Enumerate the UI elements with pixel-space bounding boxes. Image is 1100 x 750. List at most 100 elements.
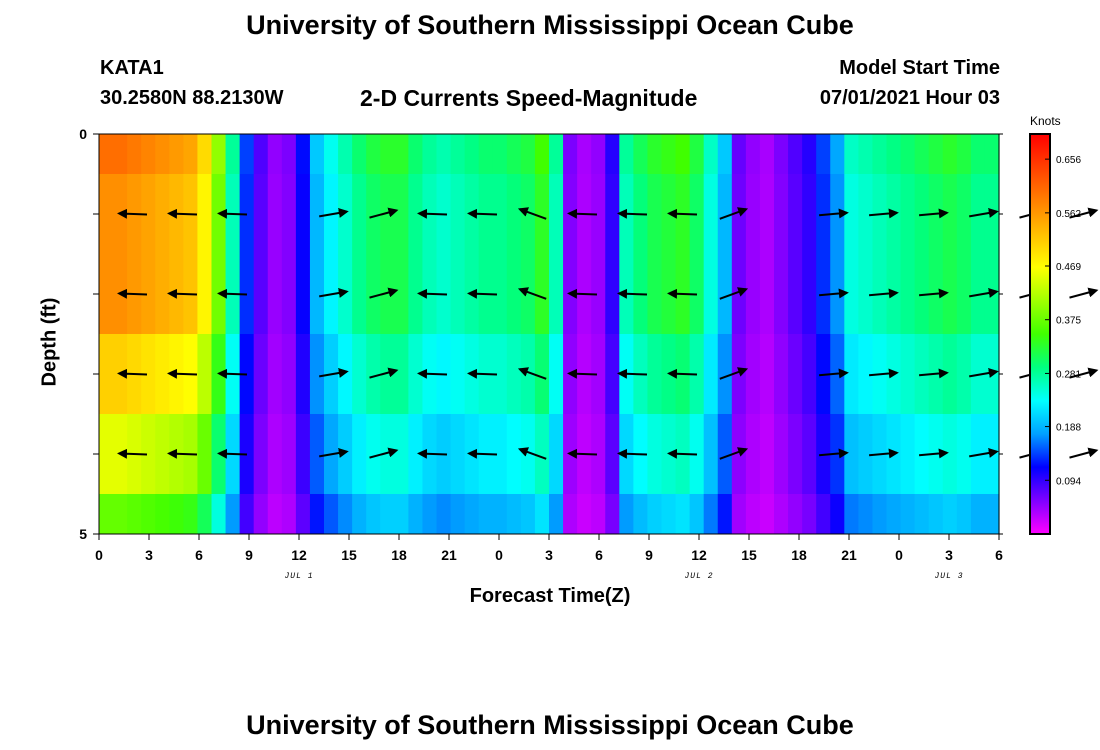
heat-cell <box>745 134 761 174</box>
heat-cell <box>155 254 170 334</box>
heat-cell <box>267 494 283 534</box>
heat-cell <box>394 334 409 414</box>
heat-cell <box>422 494 438 534</box>
heat-cell <box>225 134 241 174</box>
heat-cell <box>253 174 269 254</box>
heat-cell <box>928 134 944 174</box>
heat-cell <box>506 414 522 494</box>
heat-cell <box>394 134 409 174</box>
heat-cell <box>197 134 213 174</box>
colorbar: 0.656 0.562 0.469 0.375 0.281 0.188 0.094 <box>1029 133 1081 535</box>
heat-cell <box>858 134 874 174</box>
heat-cell <box>408 134 424 174</box>
heat-cell <box>549 414 564 494</box>
heat-cell <box>844 334 859 414</box>
current-vector <box>467 368 498 379</box>
heat-cell <box>141 134 156 174</box>
station-coordinates: 30.2580N 88.2130W <box>100 87 284 109</box>
heat-cell <box>745 174 761 254</box>
heat-cell <box>703 174 719 254</box>
heat-cell <box>900 334 916 414</box>
heat-cell <box>858 334 874 414</box>
heat-cell <box>267 174 283 254</box>
heat-cell <box>492 254 508 334</box>
current-vector <box>369 447 399 459</box>
heat-cell <box>802 334 817 414</box>
heat-cell <box>759 134 775 174</box>
heat-cell <box>844 414 859 494</box>
current-vector <box>919 368 949 379</box>
heat-cell <box>99 174 114 254</box>
x-tick-label: 9 <box>245 547 253 563</box>
heat-cell <box>352 494 367 534</box>
heat-cell <box>633 494 649 534</box>
heat-cell <box>309 254 325 334</box>
current-vector <box>1069 207 1099 219</box>
heat-cell <box>352 334 367 414</box>
heat-cell <box>309 134 325 174</box>
heat-cell <box>647 134 663 174</box>
model-start-value: 07/01/2021 Hour 03 <box>819 87 1000 109</box>
heat-cell <box>295 414 311 494</box>
heat-cell <box>731 134 747 174</box>
heat-cell <box>338 134 353 174</box>
heat-cell <box>141 254 156 334</box>
current-vector <box>919 288 949 299</box>
heat-cell <box>605 414 620 494</box>
current-vector <box>969 448 999 458</box>
heat-cell <box>703 254 719 334</box>
current-vector <box>869 288 899 299</box>
y-tick-label: 0 <box>79 126 87 142</box>
current-vector <box>369 287 399 299</box>
current-vector <box>117 208 148 219</box>
current-vector <box>1069 447 1099 459</box>
heat-cell <box>366 334 381 414</box>
current-vector <box>319 368 349 378</box>
heat-cell <box>408 254 424 334</box>
colorbar-tick-label: 0.656 <box>1056 155 1081 166</box>
heat-cell <box>745 494 761 534</box>
current-vector <box>667 288 698 299</box>
heat-cell <box>717 174 733 254</box>
heat-cell <box>942 494 958 534</box>
heat-cell <box>759 254 775 334</box>
heat-cell <box>366 414 381 494</box>
heat-cell <box>984 494 1000 534</box>
heat-cell <box>324 134 339 174</box>
heat-cell <box>759 174 775 254</box>
heat-cell <box>506 254 522 334</box>
heat-cell <box>380 134 395 174</box>
heat-cell <box>141 174 156 254</box>
current-vector <box>969 208 999 218</box>
current-vector <box>819 288 849 299</box>
x-tick-label: 0 <box>95 547 103 563</box>
heat-cell <box>394 254 409 334</box>
heat-cell <box>183 494 199 534</box>
heat-cell <box>956 174 972 254</box>
heat-cell <box>577 134 592 174</box>
current-vector <box>567 288 598 299</box>
heat-cell <box>309 494 325 534</box>
heat-cell <box>844 134 859 174</box>
current-vector <box>217 208 248 219</box>
heat-cell <box>774 134 789 174</box>
heat-cell <box>647 414 663 494</box>
current-vector <box>417 448 448 459</box>
heat-cell <box>99 254 114 334</box>
current-vector <box>819 368 849 379</box>
current-vector <box>819 448 849 459</box>
heat-cell <box>788 414 803 494</box>
heat-cell <box>253 254 269 334</box>
current-vector <box>167 368 198 379</box>
current-vector <box>567 208 598 219</box>
heat-cell <box>745 414 761 494</box>
current-vector <box>617 208 648 219</box>
heat-cell <box>492 334 508 414</box>
current-vector <box>117 288 148 299</box>
heat-cell <box>450 254 466 334</box>
x-tick-label: 15 <box>341 547 357 563</box>
heat-cell <box>689 494 705 534</box>
heat-cell <box>309 414 325 494</box>
heat-cell <box>956 414 972 494</box>
heat-cell <box>534 134 550 174</box>
